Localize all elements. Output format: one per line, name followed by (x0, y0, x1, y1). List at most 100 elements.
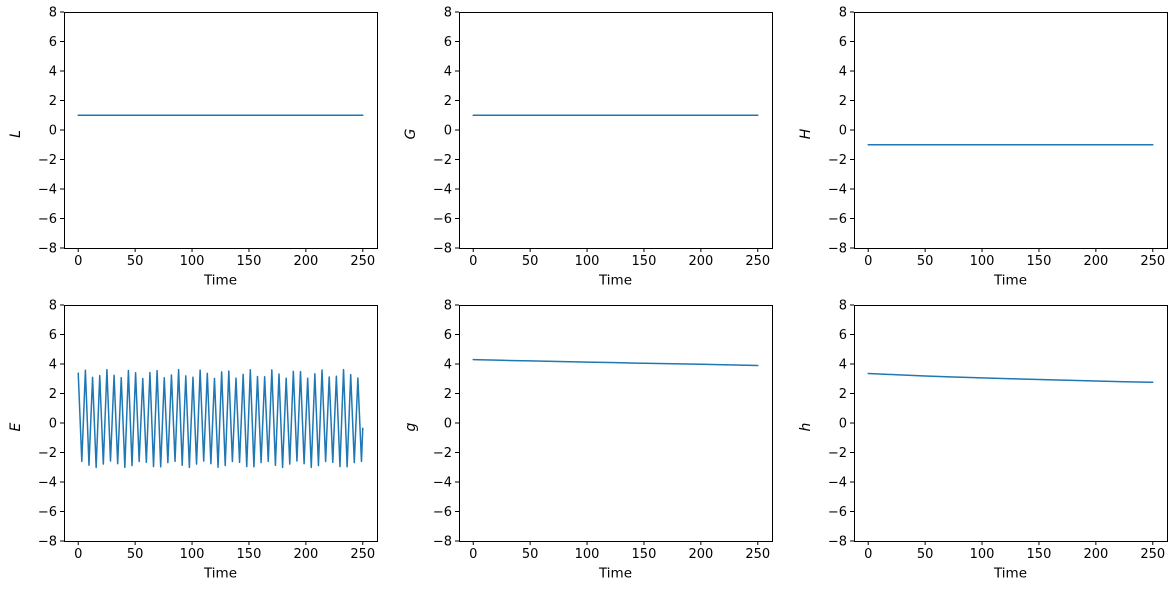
y-tick-label: −2 (433, 153, 452, 168)
y-tick-label: 4 (444, 65, 452, 80)
x-axis-label: Time (203, 566, 237, 582)
y-tick-label: 8 (49, 6, 57, 21)
x-tick-label: 50 (917, 254, 934, 269)
y-tick-label: 6 (839, 328, 847, 343)
y-tick-label: −6 (828, 212, 847, 227)
x-tick-label: 50 (127, 254, 144, 269)
x-tick-label: 200 (1083, 547, 1108, 562)
y-tick-label: −4 (38, 476, 57, 491)
y-tick-label: −2 (828, 153, 847, 168)
axes-frame (459, 305, 773, 542)
y-tick-label: −6 (433, 505, 452, 520)
y-tick-label: 4 (49, 65, 57, 80)
x-tick-label: 150 (237, 547, 262, 562)
y-tick-label: 4 (49, 358, 57, 373)
x-tick-label: 100 (575, 547, 600, 562)
y-tick-label: 6 (444, 35, 452, 50)
y-tick-label: −4 (433, 183, 452, 198)
y-tick-label: 2 (49, 387, 57, 402)
x-tick-label: 0 (469, 254, 477, 269)
y-tick-label: −4 (433, 476, 452, 491)
subplot-L: 0 50 100 150 200 250 −8 −6 −4 −2 0 2 4 6 8 Time L (8, 6, 378, 289)
y-tick-label: −8 (433, 535, 452, 550)
y-tick-label: 6 (49, 328, 57, 343)
y-tick-label: −8 (38, 242, 57, 257)
y-axis-label: G (403, 128, 419, 139)
y-tick-label: −6 (433, 212, 452, 227)
y-tick-label: 0 (839, 417, 847, 432)
x-tick-label: 150 (632, 547, 657, 562)
x-tick-label: 250 (350, 547, 375, 562)
y-tick-label: −8 (433, 242, 452, 257)
axes-frame (459, 12, 773, 249)
y-tick-label: −6 (38, 505, 57, 520)
y-tick-label: 2 (49, 94, 57, 109)
axes-frame (854, 12, 1168, 249)
y-tick-label: −4 (828, 476, 847, 491)
x-axis-label: Time (993, 566, 1027, 582)
x-axis-label: Time (993, 273, 1027, 289)
y-axis-label: g (403, 422, 419, 431)
y-tick-label: 4 (839, 358, 847, 373)
x-axis-label: Time (598, 566, 632, 582)
x-tick-label: 150 (1027, 254, 1052, 269)
y-tick-label: 2 (839, 387, 847, 402)
x-tick-label: 200 (688, 254, 713, 269)
y-tick-label: −2 (38, 446, 57, 461)
axes-frame (64, 305, 378, 542)
y-axis-label: E (8, 422, 24, 431)
x-tick-label: 50 (917, 547, 934, 562)
x-tick-label: 50 (127, 547, 144, 562)
x-tick-label: 200 (293, 547, 318, 562)
subplot-g: 0 50 100 150 200 250 −8 −6 −4 −2 0 2 4 6 8 Time g (403, 299, 773, 582)
y-tick-label: 2 (839, 94, 847, 109)
x-tick-label: 100 (575, 254, 600, 269)
y-tick-label: 6 (444, 328, 452, 343)
y-tick-label: −6 (38, 212, 57, 227)
x-tick-label: 100 (970, 547, 995, 562)
y-tick-label: 4 (839, 65, 847, 80)
x-tick-label: 0 (74, 254, 82, 269)
x-tick-label: 250 (745, 254, 770, 269)
y-tick-label: 0 (444, 124, 452, 139)
y-tick-label: −2 (433, 446, 452, 461)
y-tick-label: −2 (38, 153, 57, 168)
x-tick-label: 150 (237, 254, 262, 269)
x-tick-label: 100 (970, 254, 995, 269)
y-tick-label: 8 (444, 299, 452, 314)
x-tick-label: 50 (522, 254, 539, 269)
series-line-g (472, 358, 759, 367)
y-axis-label: h (798, 423, 814, 432)
axes-frame (854, 305, 1168, 542)
x-tick-label: 0 (864, 254, 872, 269)
y-tick-label: −4 (828, 183, 847, 198)
y-axis-label: L (8, 130, 24, 138)
y-tick-label: 2 (444, 94, 452, 109)
y-tick-label: 6 (49, 35, 57, 50)
y-tick-label: 8 (49, 299, 57, 314)
y-tick-label: −2 (828, 446, 847, 461)
y-tick-label: 4 (444, 358, 452, 373)
x-tick-label: 250 (1140, 547, 1165, 562)
y-tick-label: 6 (839, 35, 847, 50)
subplot-G: 0 50 100 150 200 250 −8 −6 −4 −2 0 2 4 6 8 Time G (403, 6, 773, 289)
x-tick-label: 150 (1027, 547, 1052, 562)
x-tick-label: 100 (180, 547, 205, 562)
y-tick-label: −6 (828, 505, 847, 520)
y-tick-label: 0 (839, 124, 847, 139)
x-tick-label: 250 (350, 254, 375, 269)
y-tick-label: 8 (839, 6, 847, 21)
y-tick-label: −8 (828, 242, 847, 257)
y-axis-label: H (798, 128, 814, 139)
y-tick-label: 8 (839, 299, 847, 314)
subplot-h: 0 50 100 150 200 250 −8 −6 −4 −2 0 2 4 6 8 Time h (798, 299, 1168, 582)
y-tick-label: 0 (49, 124, 57, 139)
x-tick-label: 250 (1140, 254, 1165, 269)
x-tick-label: 50 (522, 547, 539, 562)
x-axis-label: Time (598, 273, 632, 289)
y-tick-label: 2 (444, 387, 452, 402)
subplot-E: 0 50 100 150 200 250 −8 −6 −4 −2 0 2 4 6 8 Time E (8, 299, 378, 582)
series-line-E (77, 368, 364, 469)
